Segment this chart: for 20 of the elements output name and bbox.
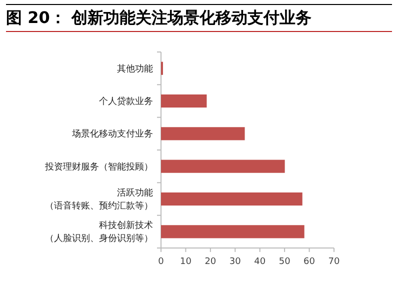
bar (161, 192, 302, 206)
y-tick-label: 投资理财服务（智能投顾） (44, 161, 153, 172)
y-tick-label: 个人贷款业务 (99, 96, 153, 107)
x-tick-label: 40 (254, 257, 266, 267)
bar (161, 94, 207, 108)
x-tick-label: 0 (158, 257, 164, 267)
bar (161, 160, 285, 173)
bar (161, 127, 245, 140)
y-tick-label: 其他功能 (117, 63, 153, 74)
bar (161, 225, 304, 238)
x-tick-label: 30 (229, 257, 242, 267)
y-tick-label: 科技创新技术（人脸识别、身份识别等） (45, 220, 153, 244)
chart-title: 图 20： 创新功能关注场景化移动支付业务 (6, 4, 392, 32)
y-tick-label: 场景化移动支付业务 (71, 128, 153, 140)
x-tick-label: 50 (278, 257, 291, 267)
x-tick-label: 60 (304, 257, 316, 267)
x-tick-label: 20 (204, 257, 216, 267)
x-tick-label: 10 (180, 257, 192, 267)
y-tick-label: 活跃功能（语音转账、预约汇款等） (45, 188, 153, 212)
x-tick-label: 70 (328, 257, 340, 267)
